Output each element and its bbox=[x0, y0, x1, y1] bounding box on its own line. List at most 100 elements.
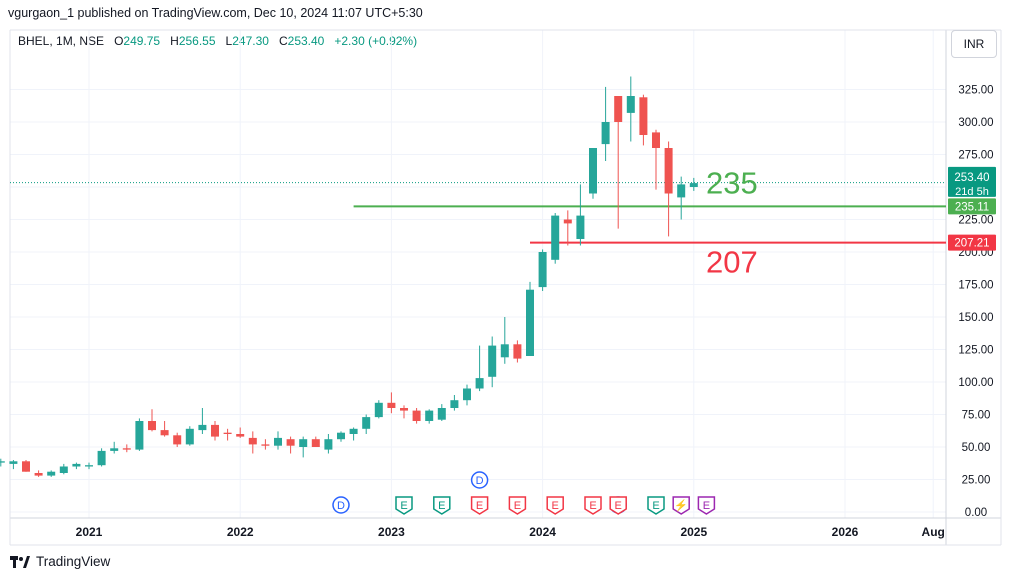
candle-body[interactable] bbox=[576, 215, 585, 239]
candle-body[interactable] bbox=[148, 421, 156, 431]
time-tick-label: Aug bbox=[922, 525, 945, 539]
candle-body[interactable] bbox=[362, 417, 371, 429]
candle-body[interactable] bbox=[34, 473, 43, 476]
event-marker-letter: E bbox=[514, 500, 521, 512]
event-marker-letter: D bbox=[476, 475, 484, 487]
earnings-event-icon[interactable] bbox=[647, 496, 665, 515]
open-value: 249.75 bbox=[123, 34, 161, 48]
tradingview-logo[interactable]: TradingView bbox=[10, 554, 110, 569]
candle-body[interactable] bbox=[689, 183, 698, 187]
candle-body[interactable] bbox=[274, 437, 282, 446]
price-tick-label: 275.00 bbox=[958, 150, 993, 162]
time-tick-label: 2025 bbox=[680, 525, 707, 539]
candle-body[interactable] bbox=[311, 439, 320, 447]
candle-body[interactable] bbox=[173, 435, 182, 445]
event-marker-letter: E bbox=[552, 500, 559, 512]
candle-body[interactable] bbox=[236, 434, 245, 437]
price-tick-label: 0.00 bbox=[965, 507, 987, 519]
low-value: 247.30 bbox=[232, 34, 269, 48]
candle-body[interactable] bbox=[387, 402, 396, 408]
earnings-event-icon[interactable] bbox=[609, 496, 627, 515]
close-label: C bbox=[278, 34, 288, 48]
candle-body[interactable] bbox=[160, 430, 169, 436]
candle-body[interactable] bbox=[337, 432, 345, 440]
candle-body[interactable] bbox=[261, 444, 270, 446]
candle-body[interactable] bbox=[324, 439, 333, 450]
candle-body[interactable] bbox=[626, 96, 635, 113]
candle-body[interactable] bbox=[47, 471, 56, 476]
candle-body[interactable] bbox=[198, 424, 207, 431]
candle-body[interactable] bbox=[0, 461, 5, 463]
candle-body[interactable] bbox=[400, 408, 408, 411]
currency-selector[interactable]: INR bbox=[951, 30, 997, 58]
resistance-price-badge-label: 207.21 bbox=[954, 238, 989, 250]
candle-body[interactable] bbox=[425, 410, 434, 421]
candle-body[interactable] bbox=[223, 432, 232, 434]
candle-body[interactable] bbox=[59, 466, 68, 474]
candle-body[interactable] bbox=[601, 122, 610, 145]
split-event-icon[interactable] bbox=[697, 496, 716, 515]
candle-body[interactable] bbox=[563, 219, 572, 224]
candle-body[interactable] bbox=[488, 345, 497, 377]
event-marker-letter: E bbox=[652, 500, 659, 512]
candle-body[interactable] bbox=[475, 378, 484, 389]
candle-body[interactable] bbox=[374, 402, 383, 418]
candle-body[interactable] bbox=[412, 410, 421, 421]
candle-body[interactable] bbox=[248, 437, 257, 445]
last-price-badge-label: 253.40 bbox=[954, 172, 989, 184]
candle-body[interactable] bbox=[450, 400, 459, 408]
candle-body[interactable] bbox=[500, 344, 509, 358]
price-tick-label: 300.00 bbox=[958, 117, 993, 129]
earnings-event-icon[interactable] bbox=[433, 496, 451, 515]
candle-body[interactable] bbox=[614, 96, 623, 122]
candle-body[interactable] bbox=[9, 461, 18, 464]
time-tick-label: 2022 bbox=[227, 525, 254, 539]
price-tick-label: 25.00 bbox=[962, 475, 991, 487]
candle-body[interactable] bbox=[677, 184, 686, 198]
support-annotation: 235 bbox=[706, 165, 758, 200]
candle-body[interactable] bbox=[551, 215, 560, 260]
candle-body[interactable] bbox=[299, 439, 308, 447]
earnings-event-icon[interactable] bbox=[584, 496, 602, 515]
earnings-event-icon[interactable] bbox=[508, 496, 527, 515]
price-tick-label: 75.00 bbox=[962, 410, 991, 422]
split-event-icon[interactable] bbox=[672, 496, 690, 515]
candle-body[interactable] bbox=[97, 450, 106, 466]
candle-body[interactable] bbox=[349, 428, 358, 434]
dividend-event-icon[interactable] bbox=[470, 471, 489, 489]
open-label: O bbox=[114, 34, 124, 48]
candle-body[interactable] bbox=[122, 448, 131, 450]
candle-body[interactable] bbox=[211, 424, 219, 437]
candle-body[interactable] bbox=[652, 132, 660, 148]
candle-body[interactable] bbox=[72, 463, 81, 467]
candle-body[interactable] bbox=[110, 448, 119, 451]
symbol-name[interactable]: BHEL, 1M, NSE bbox=[18, 34, 105, 48]
resistance-annotation: 207 bbox=[706, 245, 758, 280]
event-marker-letter: E bbox=[438, 500, 445, 512]
earnings-event-icon[interactable] bbox=[395, 496, 413, 515]
last-price-badge bbox=[948, 166, 996, 197]
candle-body[interactable] bbox=[526, 289, 534, 356]
earnings-event-icon[interactable] bbox=[546, 496, 564, 515]
event-marker-letter: E bbox=[400, 500, 407, 512]
candle-body[interactable] bbox=[639, 97, 648, 135]
time-tick-label: 2023 bbox=[378, 525, 405, 539]
candle-body[interactable] bbox=[22, 461, 30, 472]
candle-body[interactable] bbox=[185, 428, 194, 445]
high-value: 256.55 bbox=[178, 34, 216, 48]
support-price-badge-label: 235.11 bbox=[955, 201, 989, 213]
candle-body[interactable] bbox=[463, 388, 471, 401]
candle-body[interactable] bbox=[135, 421, 144, 450]
candle-body[interactable] bbox=[85, 465, 93, 467]
earnings-event-icon[interactable] bbox=[470, 496, 489, 515]
time-tick-label: 2021 bbox=[76, 525, 103, 539]
candle-body[interactable] bbox=[513, 344, 522, 359]
candle-body[interactable] bbox=[437, 408, 446, 420]
dividend-event-icon[interactable] bbox=[332, 496, 350, 514]
candle-body[interactable] bbox=[538, 252, 547, 288]
candle-body[interactable] bbox=[286, 439, 295, 446]
price-tick-label: 150.00 bbox=[958, 312, 993, 324]
candle-body[interactable] bbox=[664, 148, 673, 194]
candle-body[interactable] bbox=[589, 148, 597, 194]
